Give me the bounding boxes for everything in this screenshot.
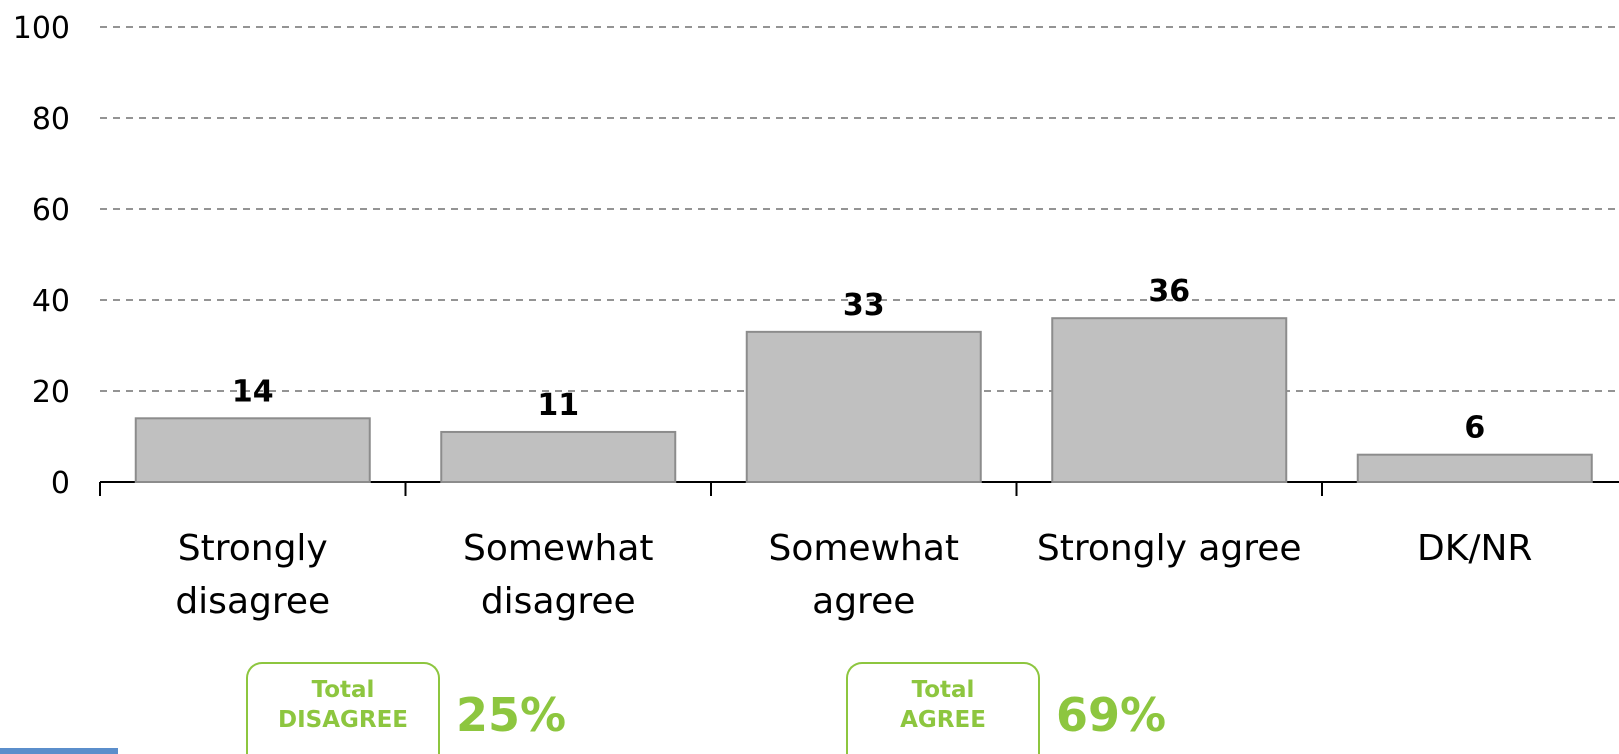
bar (1051, 317, 1288, 484)
total-disagree-label-line2: DISAGREE (277, 707, 409, 733)
data-label: 36 (1148, 274, 1190, 309)
data-label: 11 (537, 388, 579, 423)
total-agree-bracket (846, 662, 1040, 754)
total-disagree-bracket (246, 662, 440, 754)
y-tick-label: 20 (32, 375, 70, 410)
bar-chart: 0 20 40 60 80 100 14 Strongly disagree 11 Somewhat… (13, 11, 1619, 622)
bar (134, 417, 371, 483)
y-tick-label: 60 (32, 193, 70, 228)
total-agree-label: Total AGREE (846, 675, 1040, 735)
corner-accent-bar (0, 748, 118, 754)
total-agree-label-line2: AGREE (900, 707, 986, 733)
data-label: 6 (1464, 411, 1485, 446)
category-label: Strongly agree (1037, 528, 1302, 569)
total-agree-label-line1: Total (911, 677, 975, 703)
y-tick-label: 80 (32, 102, 70, 137)
data-label: 33 (843, 288, 885, 323)
y-tick-label: 100 (13, 11, 70, 46)
total-disagree-value: 25% (456, 688, 567, 742)
total-agree-value: 69% (1056, 688, 1167, 742)
bar (745, 330, 982, 483)
data-label: 14 (232, 374, 274, 409)
total-disagree-label: Total DISAGREE (246, 675, 440, 735)
y-tick-label: 40 (32, 284, 70, 319)
category-label: Strongly (178, 528, 328, 569)
total-disagree-label-line1: Total (311, 677, 375, 703)
category-label: disagree (175, 581, 330, 622)
category-label: agree (812, 581, 915, 622)
category-label: disagree (481, 581, 636, 622)
bar (1356, 453, 1593, 484)
bar (440, 430, 677, 484)
category-label: Somewhat (768, 528, 959, 569)
y-tick-label: 0 (51, 466, 70, 501)
category-label: DK/NR (1417, 528, 1532, 569)
category-label: Somewhat (463, 528, 654, 569)
